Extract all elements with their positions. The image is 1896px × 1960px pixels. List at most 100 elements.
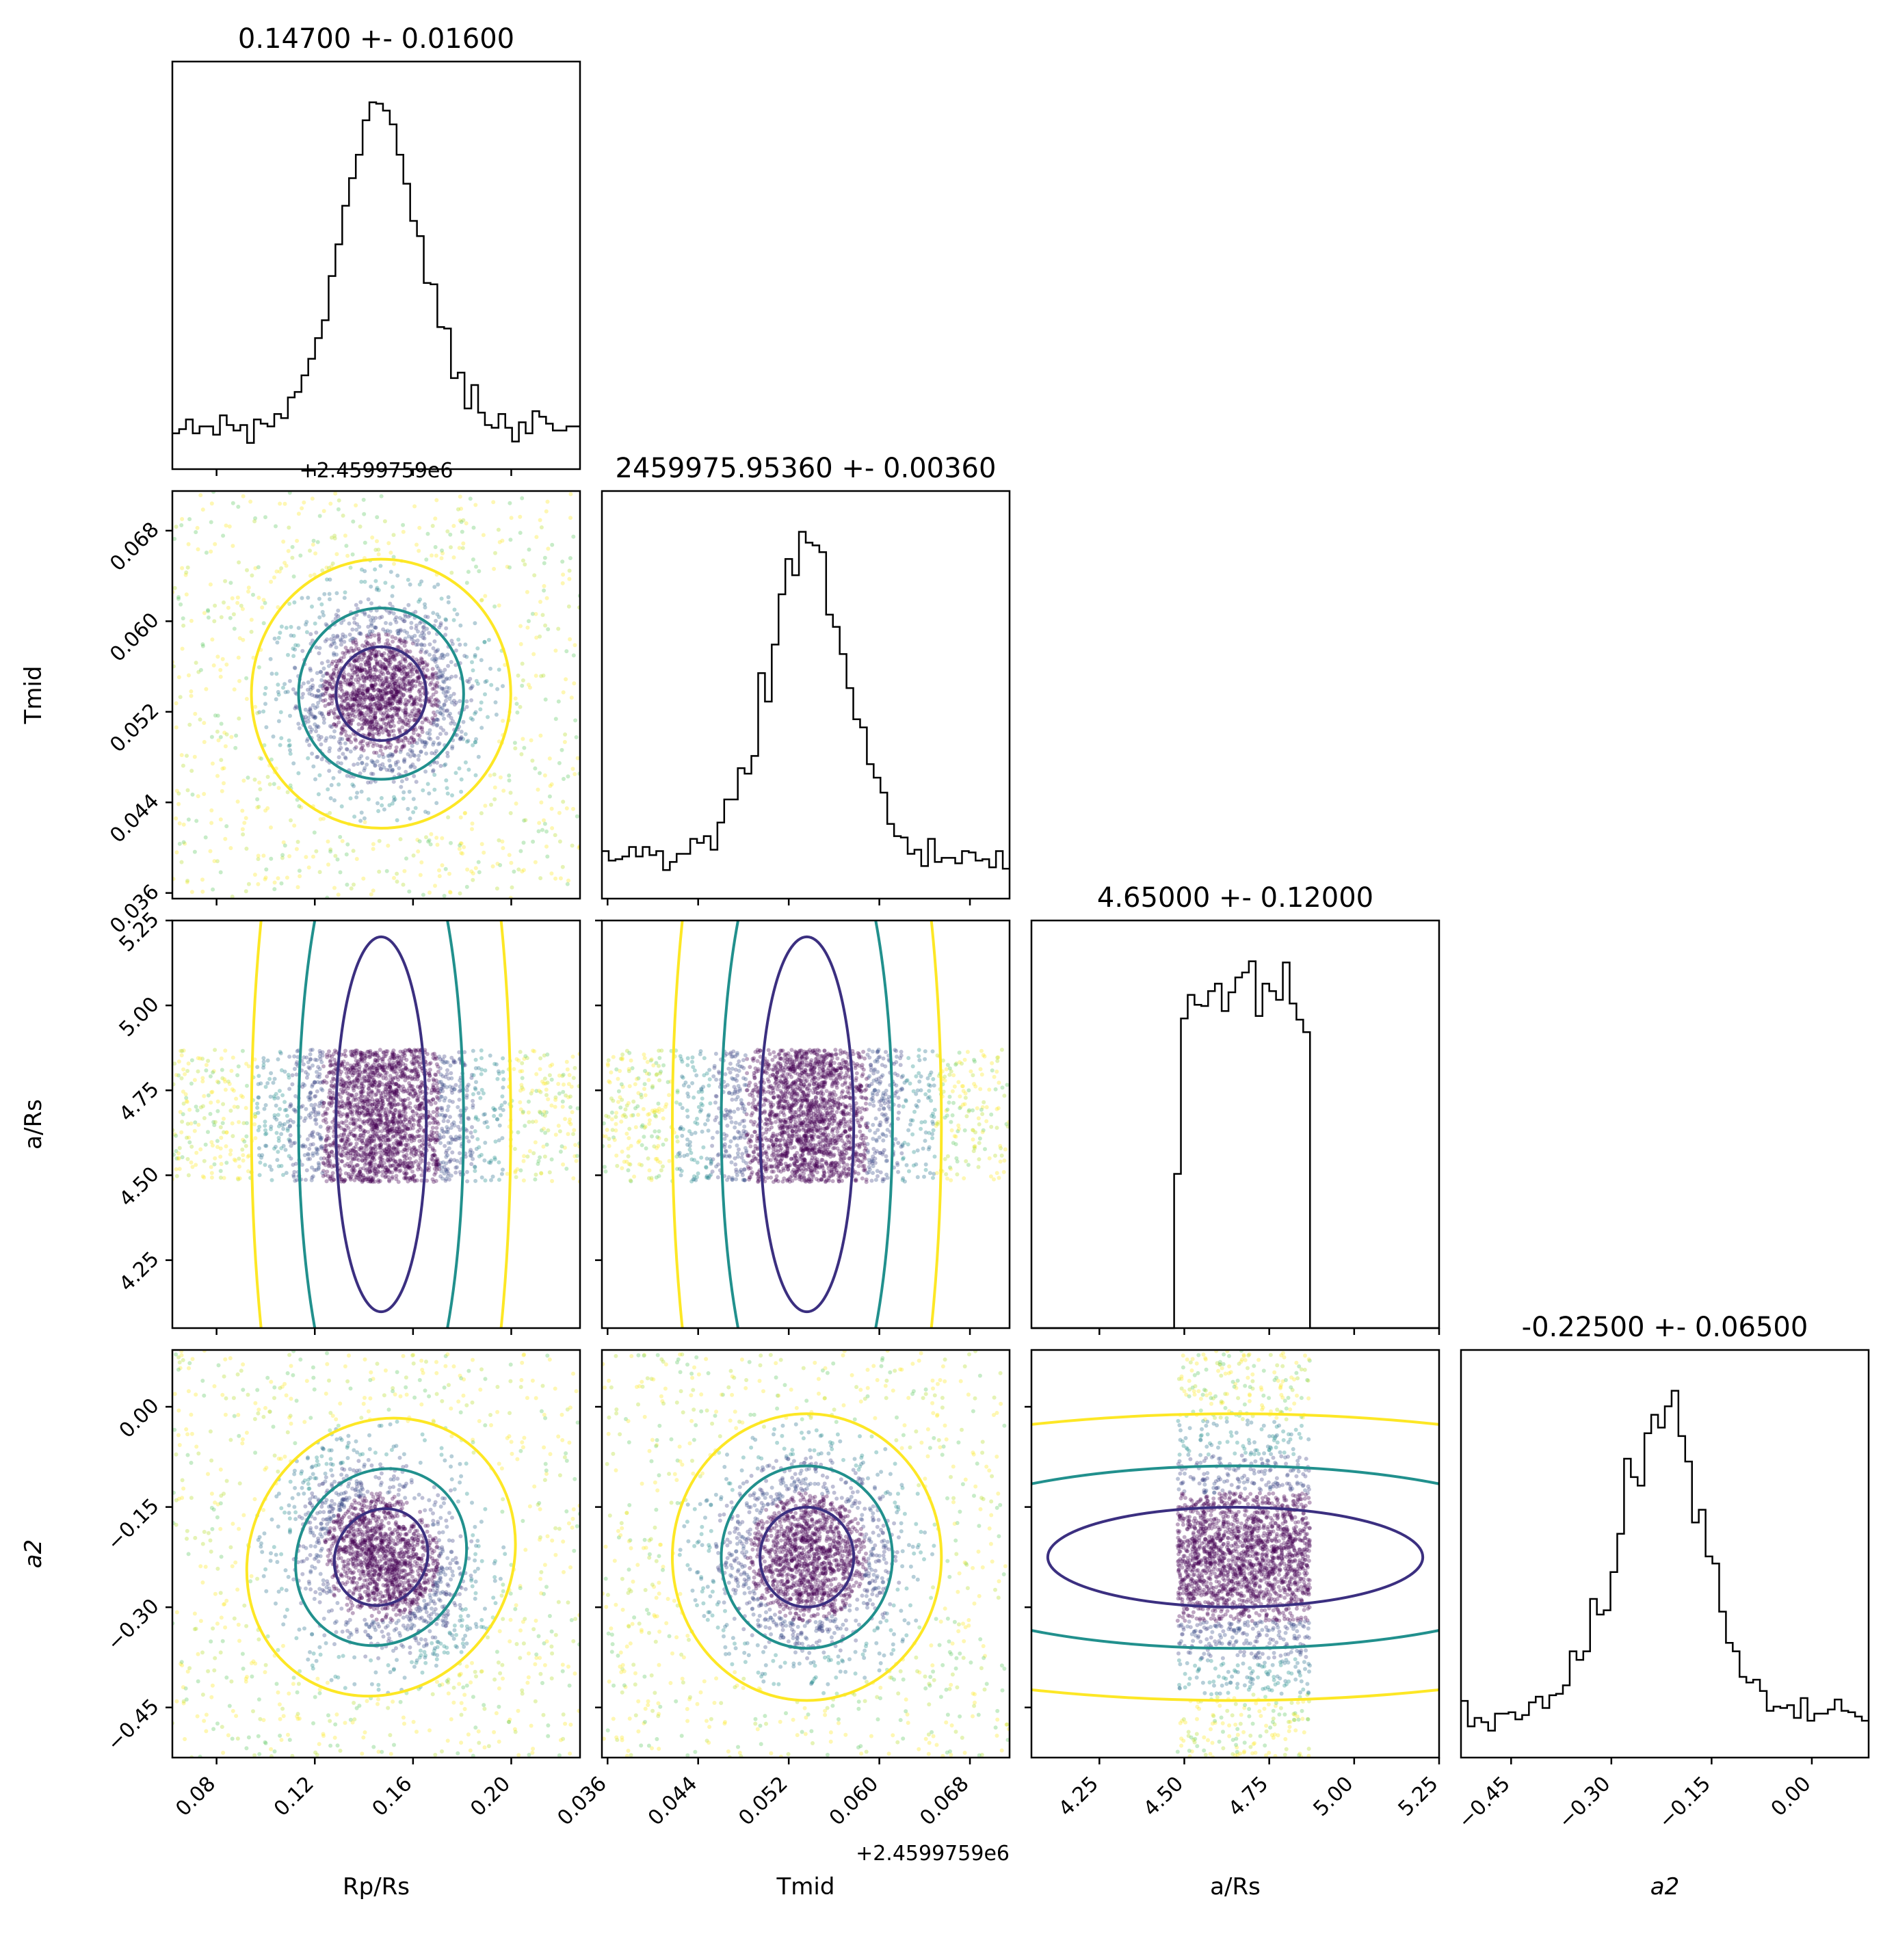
scatter-point xyxy=(388,763,393,768)
scatter-point xyxy=(240,1048,245,1053)
scatter-point xyxy=(398,1168,403,1173)
scatter-point xyxy=(378,683,382,687)
scatter-point xyxy=(489,1178,493,1182)
scatter-point xyxy=(362,697,367,702)
scatter-point xyxy=(380,1090,385,1095)
scatter-point xyxy=(374,705,379,710)
scatter-point xyxy=(397,715,401,720)
scatter-point xyxy=(447,686,451,691)
scatter-point xyxy=(432,787,437,792)
scatter-point xyxy=(426,1137,431,1141)
scatter-point xyxy=(373,654,378,659)
scatter-point xyxy=(393,760,398,765)
scatter-point xyxy=(388,702,392,707)
scatter-point xyxy=(386,721,391,726)
scatter-point xyxy=(265,806,270,810)
scatter-point xyxy=(387,733,392,738)
scatter-point xyxy=(417,1107,422,1111)
scatter-point xyxy=(358,631,363,635)
scatter-point xyxy=(434,685,439,689)
scatter-point xyxy=(401,708,406,713)
scatter-point xyxy=(442,716,446,721)
scatter-point xyxy=(381,713,386,717)
scatter-point xyxy=(325,671,330,676)
scatter-point xyxy=(374,1067,379,1072)
scatter-point xyxy=(362,678,367,683)
scatter-point xyxy=(446,1104,451,1109)
scatter-point xyxy=(386,714,391,719)
scatter-point xyxy=(395,689,400,694)
scatter-point xyxy=(367,654,372,659)
scatter-point xyxy=(354,857,359,861)
scatter-point xyxy=(473,740,477,745)
scatter-point xyxy=(174,1174,179,1178)
scatter-point xyxy=(446,600,451,605)
scatter-point xyxy=(450,641,455,646)
scatter-point xyxy=(327,1102,332,1107)
scatter-point xyxy=(566,878,570,883)
scatter-point xyxy=(345,712,350,717)
scatter-point xyxy=(439,556,444,561)
scatter-point xyxy=(426,839,431,844)
scatter-point xyxy=(194,530,198,535)
scatter-point xyxy=(350,703,355,708)
scatter-point xyxy=(367,721,371,726)
scatter-point xyxy=(378,1117,382,1122)
scatter-point xyxy=(237,1156,241,1161)
scatter-point xyxy=(468,1153,473,1158)
scatter-point xyxy=(434,1126,439,1130)
scatter-point xyxy=(376,633,381,638)
scatter-point xyxy=(332,1057,337,1062)
scatter-point xyxy=(563,1117,568,1122)
scatter-point xyxy=(572,681,577,686)
scatter-point xyxy=(334,666,339,671)
scatter-point xyxy=(370,535,375,540)
scatter-point xyxy=(388,622,393,626)
scatter-point xyxy=(393,681,397,686)
scatter-point xyxy=(411,698,416,702)
scatter-point xyxy=(272,575,276,580)
scatter-point xyxy=(443,866,448,871)
scatter-point xyxy=(399,666,404,671)
scatter-point xyxy=(274,1091,278,1096)
scatter-point xyxy=(493,700,498,704)
scatter-point xyxy=(431,717,436,722)
scatter-point xyxy=(427,1121,432,1126)
scatter-point xyxy=(372,633,377,638)
scatter-point xyxy=(397,720,401,725)
scatter-point xyxy=(408,666,413,671)
scatter-point xyxy=(312,572,317,577)
scatter-point xyxy=(399,672,404,676)
scatter-point xyxy=(298,874,302,879)
scatter-point xyxy=(362,721,367,726)
scatter-point xyxy=(206,615,211,620)
scatter-point xyxy=(471,717,475,722)
scatter-point xyxy=(546,1097,551,1102)
scatter-point xyxy=(547,1170,552,1175)
scatter-point xyxy=(200,1079,205,1084)
scatter-point xyxy=(386,1159,391,1164)
scatter-point xyxy=(352,616,356,621)
scatter-point xyxy=(392,657,397,661)
scatter-point xyxy=(390,719,395,724)
scatter-point xyxy=(244,676,249,680)
scatter-point xyxy=(375,661,380,665)
scatter-point xyxy=(292,1054,297,1059)
scatter-point xyxy=(262,1107,267,1111)
scatter-point xyxy=(371,771,376,776)
scatter-point xyxy=(369,584,373,589)
scatter-point xyxy=(348,682,353,687)
scatter-point xyxy=(534,674,538,678)
scatter-point xyxy=(332,711,337,716)
scatter-point xyxy=(376,728,381,732)
scatter-point xyxy=(421,892,425,897)
scatter-point xyxy=(508,811,513,815)
scatter-point xyxy=(248,499,253,504)
scatter-point xyxy=(373,653,378,658)
scatter-point xyxy=(544,844,549,849)
scatter-point xyxy=(348,796,353,801)
scatter-point xyxy=(275,640,280,645)
scatter-point xyxy=(470,1125,474,1130)
scatter-point xyxy=(187,1107,192,1112)
scatter-point xyxy=(397,666,401,671)
